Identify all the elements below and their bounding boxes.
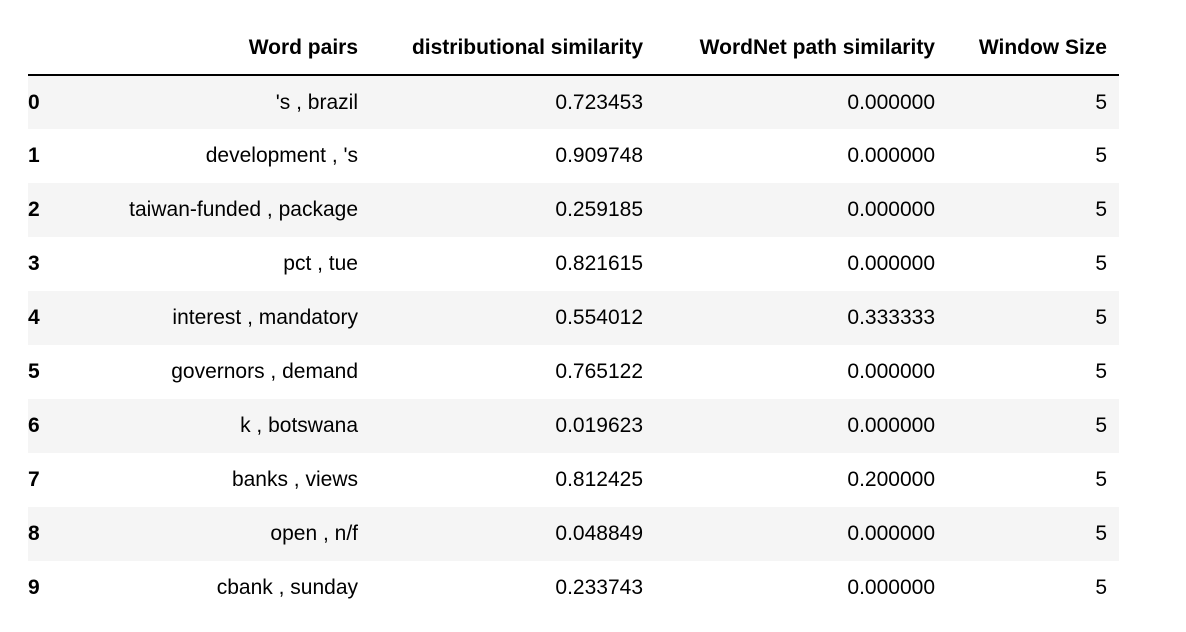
cell-wordnet-path-similarity: 0.000000 [847, 90, 935, 114]
row-index: 8 [28, 522, 40, 545]
cell-distributional-similarity: 0.048849 [555, 522, 643, 545]
table-row: 8 open , n/f 0.048849 0.000000 5 [28, 507, 1119, 561]
table-row: 6 k , botswana 0.019623 0.000000 5 [28, 399, 1119, 453]
table-row: 0 's , brazil 0.723453 0.000000 5 [28, 75, 1119, 129]
row-index: 3 [28, 252, 40, 275]
row-index: 0 [28, 90, 40, 114]
column-header-distributional-similarity: distributional similarity [370, 22, 655, 76]
table-row: 5 governors , demand 0.765122 0.000000 5 [28, 345, 1119, 399]
dataframe-table: Word pairs distributional similarity Wor… [28, 22, 1119, 615]
cell-distributional-similarity: 0.821615 [555, 252, 643, 275]
cell-window-size: 5 [1095, 90, 1107, 114]
cell-distributional-similarity: 0.765122 [555, 360, 643, 383]
cell-window-size: 5 [1095, 468, 1107, 491]
cell-distributional-similarity: 0.909748 [555, 144, 643, 167]
table-row: 7 banks , views 0.812425 0.200000 5 [28, 453, 1119, 507]
column-header-wordnet-path-similarity: WordNet path similarity [655, 22, 947, 76]
table-row: 2 taiwan-funded , package 0.259185 0.000000… [28, 183, 1119, 237]
cell-window-size: 5 [1095, 144, 1107, 167]
table-body: 0 's , brazil 0.723453 0.000000 5 1 developmen… [28, 75, 1119, 615]
cell-word-pairs: taiwan-funded , package [129, 198, 358, 221]
table-row: 3 pct , tue 0.821615 0.000000 5 [28, 237, 1119, 291]
row-index: 7 [28, 468, 40, 491]
cell-word-pairs: 's , brazil [275, 90, 358, 114]
cell-word-pairs: cbank , sunday [216, 576, 358, 599]
row-index: 4 [28, 306, 40, 329]
row-index: 1 [28, 144, 40, 167]
cell-distributional-similarity: 0.723453 [555, 90, 643, 114]
dataframe-output: Word pairs distributional similarity Wor… [28, 22, 1119, 615]
cell-wordnet-path-similarity: 0.200000 [847, 468, 935, 491]
cell-word-pairs: pct , tue [283, 252, 358, 275]
column-header-word-pairs: Word pairs [78, 22, 370, 76]
cell-wordnet-path-similarity: 0.000000 [847, 252, 935, 275]
cell-window-size: 5 [1095, 360, 1107, 383]
cell-wordnet-path-similarity: 0.000000 [847, 360, 935, 383]
cell-wordnet-path-similarity: 0.000000 [847, 522, 935, 545]
cell-window-size: 5 [1095, 252, 1107, 275]
header-row: Word pairs distributional similarity Wor… [28, 22, 1119, 76]
cell-wordnet-path-similarity: 0.000000 [847, 144, 935, 167]
cell-word-pairs: banks , views [231, 468, 358, 491]
cell-window-size: 5 [1095, 306, 1107, 329]
row-index: 2 [28, 198, 40, 221]
cell-word-pairs: k , botswana [240, 414, 358, 437]
row-index: 9 [28, 576, 40, 599]
row-index: 5 [28, 360, 40, 383]
cell-distributional-similarity: 0.812425 [555, 468, 643, 491]
cell-wordnet-path-similarity: 0.000000 [847, 576, 935, 599]
cell-word-pairs: interest , mandatory [172, 306, 358, 329]
cell-distributional-similarity: 0.554012 [555, 306, 643, 329]
column-header-window-size: Window Size [947, 22, 1119, 76]
cell-wordnet-path-similarity: 0.000000 [847, 414, 935, 437]
cell-distributional-similarity: 0.233743 [555, 576, 643, 599]
cell-word-pairs: governors , demand [171, 360, 358, 383]
cell-window-size: 5 [1095, 414, 1107, 437]
cell-wordnet-path-similarity: 0.000000 [847, 198, 935, 221]
table-header: Word pairs distributional similarity Wor… [28, 22, 1119, 76]
cell-distributional-similarity: 0.019623 [555, 414, 643, 437]
cell-window-size: 5 [1095, 576, 1107, 599]
table-row: 1 development , 's 0.909748 0.000000 5 [28, 129, 1119, 183]
table-row: 4 interest , mandatory 0.554012 0.333333 5 [28, 291, 1119, 345]
cell-distributional-similarity: 0.259185 [555, 198, 643, 221]
cell-wordnet-path-similarity: 0.333333 [847, 306, 935, 329]
cell-word-pairs: open , n/f [270, 522, 358, 545]
cell-word-pairs: development , 's [205, 144, 358, 167]
table-row: 9 cbank , sunday 0.233743 0.000000 5 [28, 561, 1119, 615]
index-header [28, 22, 78, 76]
cell-window-size: 5 [1095, 198, 1107, 221]
cell-window-size: 5 [1095, 522, 1107, 545]
row-index: 6 [28, 414, 40, 437]
